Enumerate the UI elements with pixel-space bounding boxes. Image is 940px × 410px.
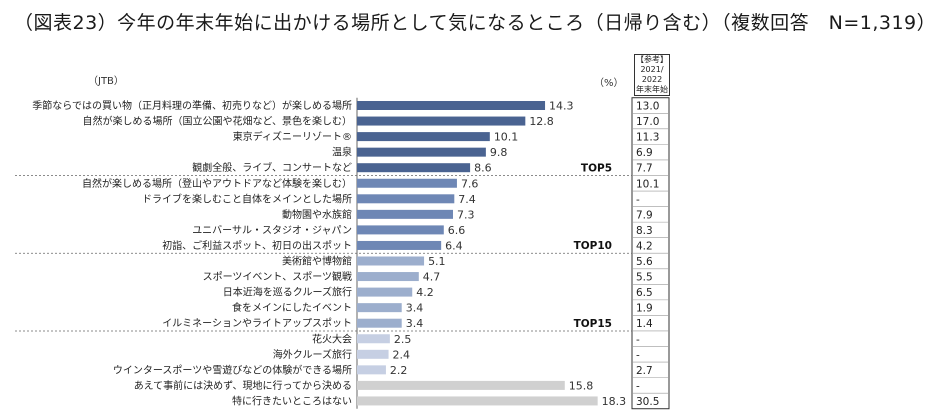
reference-value: 8.3 [636,225,653,237]
value-label: 6.6 [448,224,466,237]
reference-header-line: 【参考】 [636,55,668,64]
value-label: 18.3 [602,395,627,408]
value-label: 15.8 [569,379,594,392]
category-label: 海外クルーズ旅行 [273,348,352,361]
unit-label: （%） [594,78,624,89]
reference-header-line: 2021/ [640,65,664,74]
bar [357,396,598,406]
value-label: 14.3 [549,100,574,113]
reference-value: 7.9 [636,209,653,221]
reference-value: 10.1 [636,178,659,190]
reference-value: 4.2 [636,240,653,252]
bar [357,334,390,344]
reference-value: 7.7 [636,163,653,175]
category-label: 美術館や博物館 [282,255,352,268]
value-label: 4.2 [416,286,434,299]
category-label: 東京ディズニーリゾート® [233,130,352,143]
reference-value: - [636,194,640,206]
category-label: 自然が楽しめる場所（登山やアウトドアなど体験を楽しむ） [82,177,352,190]
reference-value: 11.3 [636,132,659,144]
reference-value: 6.9 [636,147,653,159]
category-label: ウインタースポーツや雪遊びなどの体験ができる場所 [113,363,352,376]
reference-value: 17.0 [636,116,659,128]
value-label: 8.6 [474,162,492,175]
category-label: 季節ならではの買い物（正月料理の準備、初売りなど）が楽しめる場所 [32,99,352,112]
value-label: 7.4 [458,193,476,206]
category-label: ユニバーサル・スタジオ・ジャパン [192,224,352,236]
category-label: 温泉 [332,146,352,159]
category-label: 自然が楽しめる場所（国立公園や花畑など、景色を楽しむ） [83,115,353,128]
value-label: 2.5 [394,333,412,346]
bar [357,287,413,297]
reference-value: 1.9 [636,303,653,315]
reference-value: - [636,349,640,361]
value-label: 10.1 [494,131,519,144]
bar [357,380,565,390]
category-label: ドライブを楽しむこと自体をメインとした場所 [142,192,352,205]
tier-label: TOP10 [574,240,612,252]
reference-value: - [636,380,640,392]
reference-header-line: 年末年始 [636,85,668,94]
reference-header-line: 2022 [641,75,663,84]
value-label: 3.4 [406,317,424,330]
bar [357,163,471,173]
category-label: 花火大会 [312,332,352,345]
category-label: スポーツイベント、スポーツ観戦 [203,270,352,283]
value-label: 3.4 [406,302,424,315]
bar [357,101,546,110]
bar [357,178,457,188]
chart-title: （図表23）今年の年末年始に出かける場所として気になるところ（日帰り含む）（複数… [14,12,937,34]
value-label: 7.6 [461,177,479,190]
bar [357,318,402,328]
bar [357,209,453,219]
category-label: 食をメインにしたイベント [232,301,352,314]
bar [357,240,442,250]
reference-value: 1.4 [636,318,653,330]
category-label: イルミネーションやライトアップスポット [162,318,352,330]
value-label: 9.8 [490,146,508,159]
category-label: あえて事前には決めず、現地に行ってから決める [134,379,352,392]
reference-value: 5.6 [636,256,653,268]
value-label: 7.3 [457,208,475,221]
category-label: 初詣、ご利益スポット、初日の出スポット [162,239,352,252]
reference-value: 5.5 [636,272,653,284]
bar [357,349,389,359]
value-label: 12.8 [529,115,554,128]
bar [357,272,419,282]
category-label: 動物園や水族館 [282,208,352,221]
bar [357,194,455,204]
reference-value: 6.5 [636,287,653,299]
value-label: 2.4 [393,348,411,361]
reference-header: 【参考】 2021/ 2022 年末年始 [634,54,670,96]
bar [357,303,402,313]
bar [357,256,425,266]
value-label: 6.4 [445,239,463,252]
value-label: 5.1 [428,255,446,268]
bar [357,365,386,375]
category-label: 特に行きたいところはない [232,394,352,407]
tier-label: TOP15 [574,318,612,330]
value-label: 4.7 [423,271,441,284]
reference-value: 2.7 [636,365,653,377]
bar [357,147,486,157]
reference-value: - [636,334,640,346]
category-label: 観劇全般、ライブ、コンサートなど [192,161,352,174]
source-label: （JTB） [88,76,124,87]
value-label: 2.2 [390,364,408,377]
bar [357,225,444,235]
reference-value: 13.0 [636,101,659,113]
reference-value: 30.5 [636,396,659,408]
bar [357,116,526,126]
category-label: 日本近海を巡るクルーズ旅行 [223,286,352,299]
bar [357,132,490,142]
tier-label: TOP5 [581,162,612,174]
